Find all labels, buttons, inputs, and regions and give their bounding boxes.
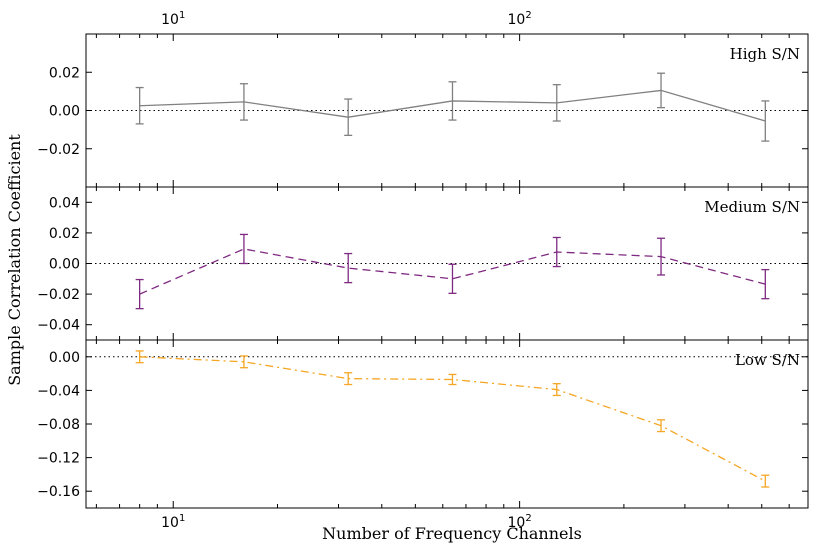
x-tick-label-bottom: 101: [161, 513, 185, 531]
y-tick-label: 0.00: [49, 257, 80, 273]
y-tick-label: −0.02: [37, 142, 80, 158]
y-tick-label: −0.04: [37, 383, 80, 399]
y-tick-label: −0.04: [37, 318, 80, 334]
y-axis-title: Sample Correlation Coefficient: [5, 134, 24, 386]
panel-1: 0.04 0.02 0.00 −0.02 −0.04 Medium S/N: [37, 186, 809, 341]
error-bar: [552, 383, 561, 397]
error-bar: [239, 233, 248, 265]
error-bar: [657, 419, 666, 433]
y-tick-label: 0.02: [49, 65, 80, 81]
error-bar: [239, 83, 248, 121]
error-bar: [448, 81, 457, 121]
y-tick-label: −0.12: [37, 451, 80, 467]
error-bar: [135, 350, 144, 364]
y-tick-label: 0.00: [49, 104, 80, 120]
panel-label: Low S/N: [735, 351, 800, 369]
error-bar: [761, 100, 770, 142]
error-bar: [135, 278, 144, 310]
y-tick-label: −0.02: [37, 287, 80, 303]
error-bar: [448, 263, 457, 294]
panel-2: 0.00 −0.04 −0.08 −0.12 −0.16 Low S/N: [37, 339, 809, 509]
x-tick-label-top: 101: [161, 10, 185, 28]
error-bar: [761, 474, 770, 488]
panel-frame: [85, 339, 809, 509]
panel-0: 0.02 0.00 −0.02 High S/N: [37, 33, 809, 188]
error-bar: [239, 355, 248, 369]
error-bar: [448, 373, 457, 386]
error-bar: [552, 84, 561, 122]
error-bar: [657, 237, 666, 276]
y-tick-label: 0.00: [49, 350, 80, 366]
error-bar: [344, 252, 353, 284]
panel-label: Medium S/N: [704, 198, 800, 216]
error-bar: [657, 72, 666, 109]
y-tick-label: −0.08: [37, 417, 80, 433]
error-bar: [552, 236, 561, 268]
y-tick-label: −0.16: [37, 484, 80, 500]
error-bar: [761, 268, 770, 300]
x-axis-title: Number of Frequency Channels: [322, 524, 582, 543]
panel-label: High S/N: [730, 45, 800, 63]
x-tick-label-top: 102: [508, 10, 532, 28]
y-tick-label: 0.02: [49, 226, 80, 242]
y-tick-label: 0.04: [49, 195, 80, 211]
error-bar: [344, 98, 353, 137]
error-bar: [344, 372, 353, 386]
error-bar: [135, 86, 144, 125]
x-tick-label-bottom: 102: [508, 513, 532, 531]
